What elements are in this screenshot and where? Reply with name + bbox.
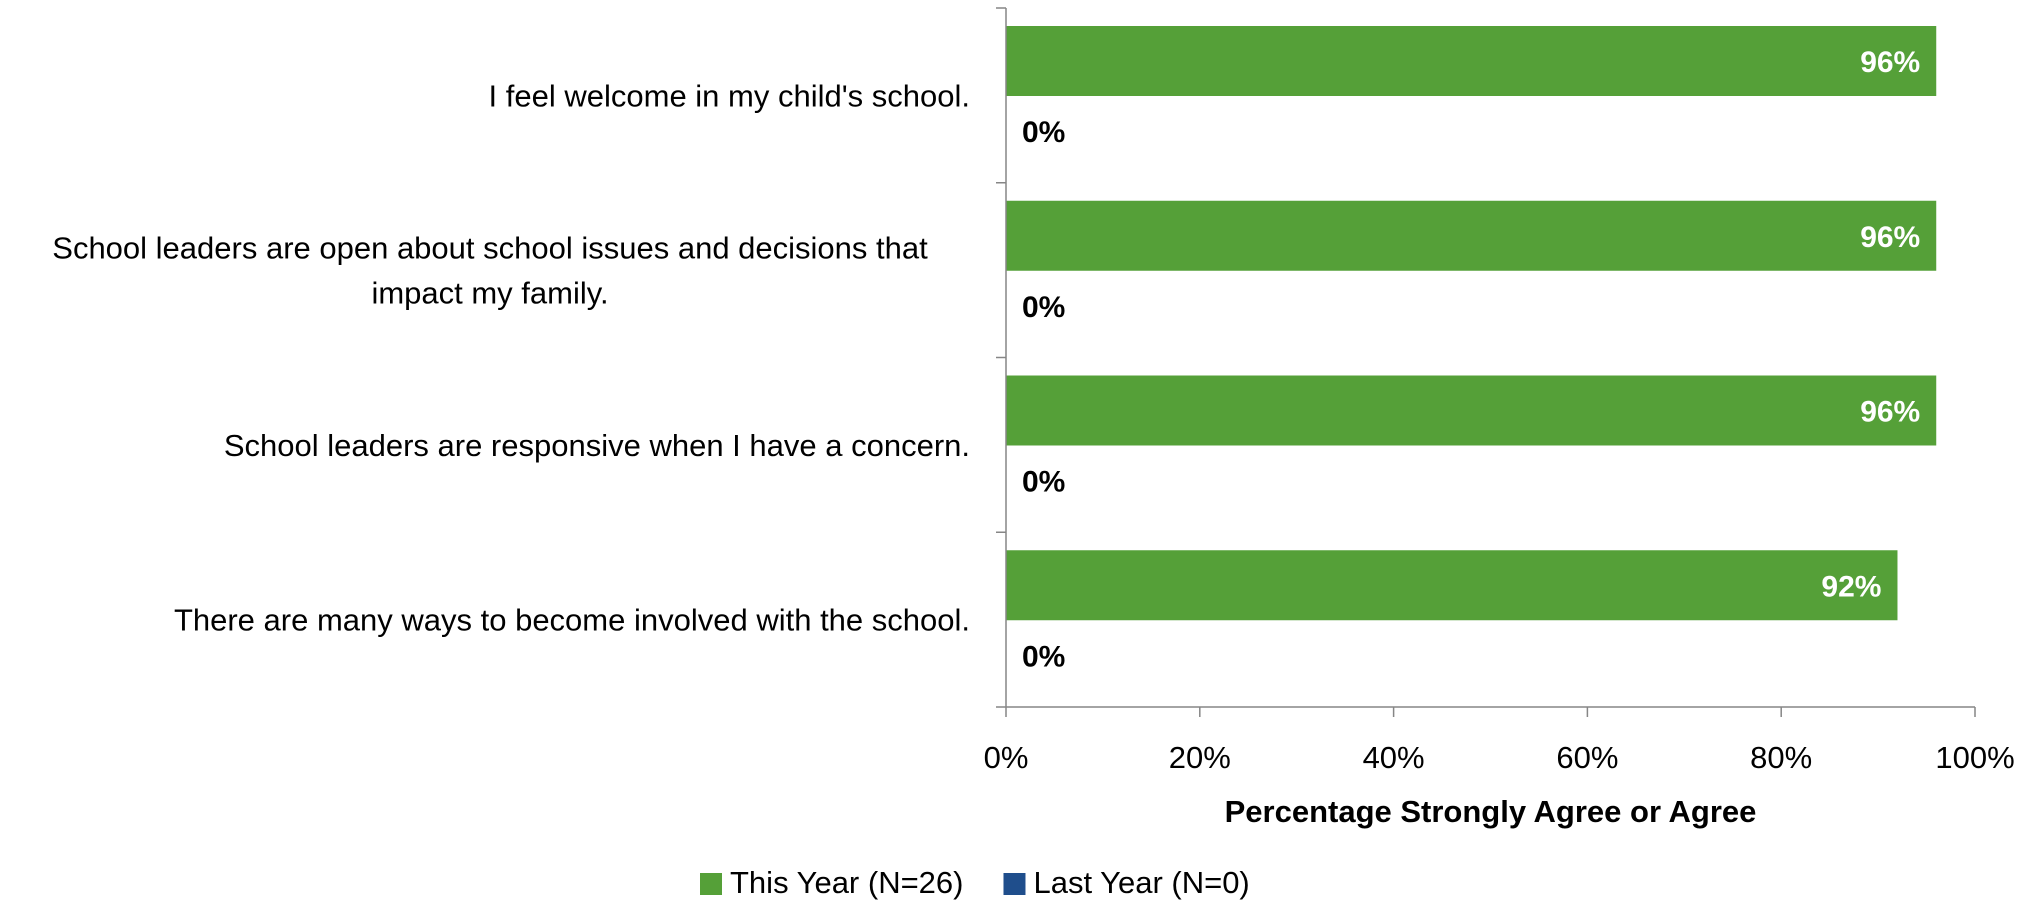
- data-label: 0%: [1022, 291, 1065, 324]
- legend: This Year (N=26) Last Year (N=0): [700, 865, 1250, 900]
- x-tick-label: 40%: [1363, 740, 1425, 775]
- bar: [1006, 375, 1937, 446]
- category-label-line: impact my family.: [371, 276, 608, 311]
- x-axis-title: Percentage Strongly Agree or Agree: [1225, 794, 1757, 829]
- x-tick-label: 80%: [1750, 740, 1812, 775]
- data-label: 96%: [1860, 221, 1920, 254]
- data-label: 0%: [1022, 640, 1065, 673]
- axes: [996, 7, 1976, 717]
- bar: [1006, 200, 1937, 271]
- category-label: There are many ways to become involved w…: [174, 603, 970, 638]
- data-label: 96%: [1860, 46, 1920, 79]
- category-labels: I feel welcome in my child's school. Scho…: [52, 78, 970, 637]
- category-label-line: There are many ways to become involved w…: [174, 603, 970, 638]
- category-label-line: School leaders are open about school iss…: [52, 231, 928, 266]
- legend-swatch: [1003, 873, 1026, 895]
- x-tick-label: 0%: [984, 740, 1029, 775]
- bar: [1006, 26, 1937, 96]
- category-label-line: School leaders are responsive when I hav…: [224, 428, 970, 463]
- x-tick-labels: 0% 20% 40% 60% 80% 100%: [984, 740, 2015, 775]
- data-label: 0%: [1022, 466, 1065, 499]
- data-labels: 96% 96% 96% 92% 0% 0% 0% 0%: [1022, 46, 1920, 673]
- bars: [1006, 26, 1937, 621]
- x-tick-label: 60%: [1556, 740, 1618, 775]
- category-label-line: I feel welcome in my child's school.: [489, 78, 970, 113]
- category-label: School leaders are open about school iss…: [52, 231, 928, 311]
- data-label: 92%: [1821, 570, 1881, 603]
- x-tick-label: 100%: [1935, 740, 2014, 775]
- legend-label: Last Year (N=0): [1033, 865, 1249, 900]
- legend-label: This Year (N=26): [730, 865, 963, 900]
- legend-swatch: [700, 873, 722, 895]
- x-tick-label: 20%: [1169, 740, 1231, 775]
- bar: [1006, 550, 1898, 621]
- data-label: 96%: [1860, 396, 1920, 429]
- category-label: I feel welcome in my child's school.: [489, 78, 970, 113]
- category-label: School leaders are responsive when I hav…: [224, 428, 970, 463]
- data-label: 0%: [1022, 116, 1065, 149]
